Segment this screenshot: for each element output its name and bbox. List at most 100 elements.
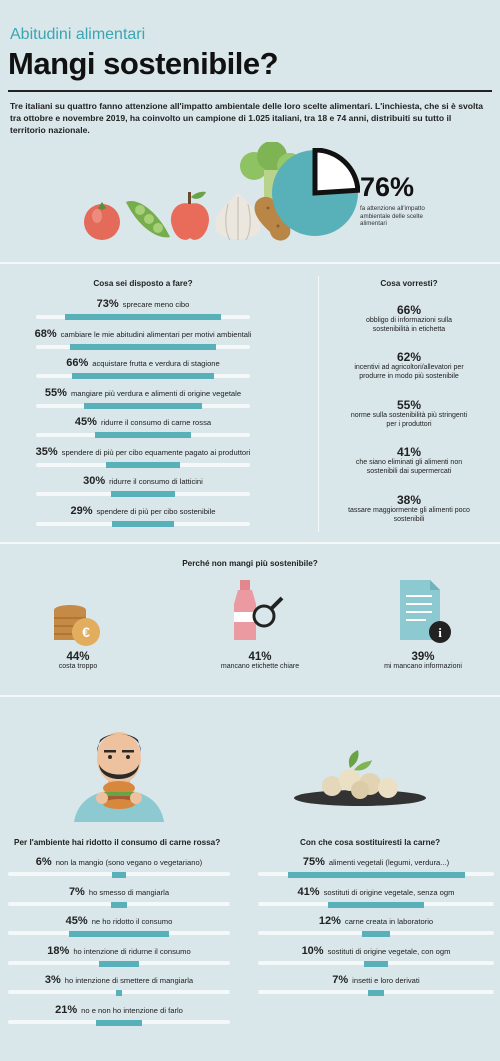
apple-icon	[170, 191, 210, 240]
wish-label: incentivi ad agricoltori/allevatori per …	[354, 364, 464, 380]
bar-category-label: no e non ho intenzione di farlo	[81, 1005, 183, 1015]
bar	[99, 960, 139, 967]
tomato-icon	[84, 202, 120, 240]
bar-value-label: 10%	[301, 944, 324, 957]
bar-row: 66% acquistare frutta e verdura di stagio…	[8, 355, 278, 383]
headline-caption: fa attenzione all'impatto ambientale del…	[360, 205, 425, 228]
bar-row: 55% mangiare più verdura e alimenti di or…	[8, 385, 278, 413]
bar	[72, 373, 214, 379]
bar-row: 68% cambiare le mie abitudini alimentari …	[8, 326, 278, 354]
bar-row: 73% sprecare meno cibo	[8, 296, 278, 324]
bar-label: 10% sostituti di origine vegetale, con og…	[258, 945, 494, 957]
bar-label: 7% ho smesso di mangiarla	[8, 886, 230, 898]
bar-label: 18% ho intenzione di ridurne il consumo	[8, 945, 230, 957]
bar-category-label: ridurre il consumo di latticini	[109, 477, 203, 486]
wish-item: 55% norme sulla sostenibilità più stringe…	[320, 398, 498, 429]
reason-item: 41% mancano etichette chiare	[200, 651, 320, 670]
wish-item: 66% obbligo di informazioni sulla sosteni…	[320, 303, 498, 334]
wish-label: che siano eliminati gli alimenti non sos…	[355, 459, 463, 475]
bar-label: 29% spendere di più per cibo sostenibile	[8, 505, 278, 517]
bar-value-label: 45%	[65, 915, 88, 927]
bar-category-label: cambiare le mie abitudini alimentari per…	[60, 329, 252, 339]
reason-label: mi mancano informazioni	[384, 663, 462, 670]
bar-value-label: 12%	[318, 915, 341, 927]
vegetables-illustration	[84, 142, 303, 241]
bar-value-label: 21%	[55, 1003, 78, 1016]
svg-text:i: i	[438, 625, 442, 640]
page-title: Mangi sostenibile?	[8, 46, 279, 81]
disposto-title: Cosa sei disposto a fare?	[93, 279, 193, 288]
reason-label: costa troppo	[58, 663, 98, 670]
title-divider	[8, 90, 492, 92]
bar-category-label: insetti e loro derivati	[352, 976, 420, 985]
bar-row: 29% spendere di più per cibo sostenibile	[8, 503, 278, 531]
bar-row: 3% ho intenzione di smettere di mangiarla	[8, 972, 230, 998]
bar	[364, 960, 388, 967]
bar	[361, 931, 391, 937]
bar-row: 7% ho smesso di mangiarla	[8, 884, 230, 910]
bar-category-label: mangiare più verdura e alimenti di origi…	[70, 388, 242, 398]
wish-label: obbligo di informazioni sulla sostenibil…	[366, 317, 452, 333]
bar-label: 30% ridurre il consumo di latticini	[8, 475, 278, 487]
bar-label: 68% cambiare le mie abitudini alimentari …	[8, 328, 278, 340]
garlic-icon	[215, 192, 261, 241]
bar	[64, 314, 222, 320]
wish-item: 62% incentivi ad agricoltori/allevatori p…	[320, 350, 498, 381]
column-divider	[318, 276, 319, 532]
wish-item: 41% che siano eliminati gli alimenti non …	[320, 445, 498, 476]
bar	[110, 491, 176, 497]
bar-value-label: 30%	[83, 475, 106, 487]
bar-row: 21% no e non ho intenzione di farlo	[8, 1002, 230, 1028]
bar-label: 21% no e non ho intenzione di farlo	[8, 1004, 230, 1016]
ridotto-title: Per l'ambiente hai ridotto il consumo di…	[14, 838, 221, 847]
bar-category-label: sostituti di origine vegetale, con ogm	[327, 946, 451, 956]
wish-percentage: 62%	[396, 350, 422, 364]
peanut-icon	[254, 196, 291, 241]
bar	[112, 872, 126, 878]
vorresti-title: Cosa vorresti?	[380, 279, 438, 288]
bar-row: 41% sostituti di origine vegetale, senza …	[258, 884, 494, 910]
perche-title: Perché non mangi più sostenibile?	[182, 559, 318, 568]
bar	[84, 402, 202, 409]
bar-value-label: 45%	[74, 416, 97, 428]
man-eating-burger-illustration	[74, 732, 164, 822]
bar-row: 45% ridurre il consumo di carne rossa	[8, 414, 278, 442]
bar	[95, 1019, 143, 1026]
bar-label: 75% alimenti vegetali (legumi, verdura...…	[258, 856, 494, 868]
bar-label: 45% ridurre il consumo di carne rossa	[8, 416, 278, 428]
bar-category-label: ho intenzione di ridurne il consumo	[73, 946, 191, 956]
intro-text: Tre italiani su quattro fanno attenzione…	[10, 101, 484, 135]
bar-label: 41% sostituti di origine vegetale, senza …	[258, 886, 494, 898]
bar-category-label: sprecare meno cibo	[122, 300, 190, 309]
bar	[367, 990, 385, 996]
bar	[111, 520, 175, 527]
bar	[111, 901, 127, 908]
bar	[115, 990, 123, 996]
plate-illustration	[294, 750, 426, 806]
bar-value-label: 35%	[35, 445, 58, 458]
bar-value-label: 7%	[332, 974, 349, 986]
bar-row: 7% insetti e loro derivati	[258, 972, 494, 998]
reason-item: 44% costa troppo	[18, 651, 138, 670]
bar-row: 75% alimenti vegetali (legumi, verdura...…	[258, 854, 494, 880]
bar-label: 3% ho intenzione di smettere di mangiarla	[8, 974, 230, 986]
section-divider	[0, 262, 500, 264]
bar-value-label: 29%	[70, 504, 93, 517]
bar-label: 66% acquistare frutta e verdura di stagio…	[8, 357, 278, 369]
wish-percentage: 66%	[396, 303, 422, 317]
bar-category-label: spendere di più per cibo sostenibile	[96, 506, 216, 516]
bar-row: 30% ridurre il consumo di latticini	[8, 473, 278, 501]
kicker: Abitudini alimentari	[10, 26, 146, 43]
bar-value-label: 41%	[297, 885, 320, 898]
headline-pie	[272, 148, 360, 236]
bar-category-label: ne ho ridotto il consumo	[91, 917, 173, 926]
wish-label: norme sulla sostenibilità più stringenti…	[350, 412, 468, 428]
wish-percentage: 41%	[396, 445, 422, 459]
bar	[69, 931, 169, 937]
bar-label: 12% carne creata in laboratorio	[258, 915, 494, 927]
bar-label: 6% non la mangio (sono vegano o vegetaria…	[8, 856, 230, 868]
bar-label: 73% sprecare meno cibo	[8, 298, 278, 310]
bottle-magnifier-icon	[234, 580, 284, 640]
sostituiresti-title: Con che cosa sostituiresti la carne?	[300, 838, 441, 847]
coins-euro-icon: €	[54, 605, 100, 646]
